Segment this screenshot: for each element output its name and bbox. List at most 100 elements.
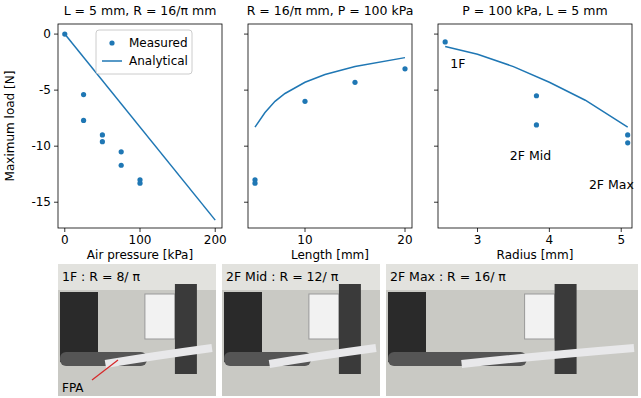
- y-tick: [244, 202, 248, 203]
- legend-swatch: [102, 60, 122, 62]
- photo-background: [386, 264, 638, 396]
- x-tick: [64, 228, 65, 232]
- measured-point: [625, 132, 630, 137]
- x-tick-label: 4: [546, 233, 554, 247]
- measured-point: [302, 99, 307, 104]
- y-tick: [244, 90, 248, 91]
- photo-background: [58, 264, 216, 396]
- clamp: [224, 292, 262, 362]
- fpa: [462, 348, 634, 364]
- fpa: [105, 348, 212, 364]
- y-tick: [54, 90, 58, 91]
- x-tick-label: 0: [61, 233, 69, 247]
- y-tick-label: -15: [31, 195, 51, 209]
- panel-title: P = 100 kPa, L = 5 mm: [462, 3, 607, 18]
- label-patch: [58, 380, 92, 395]
- measured-point: [252, 181, 257, 186]
- panel-title: R = 16/π mm, P = 100 kPa: [247, 3, 414, 18]
- clamp: [60, 292, 98, 362]
- measured-point: [352, 80, 357, 85]
- y-tick: [54, 202, 58, 203]
- clamp: [175, 284, 197, 374]
- plot-area: [252, 58, 407, 186]
- x-tick-label: 10: [297, 233, 312, 247]
- measured-point: [443, 39, 448, 44]
- analytical-line: [445, 46, 628, 127]
- x-axis-title: Length [mm]: [291, 248, 369, 262]
- photo-label: 2F Max : R = 16/ π: [390, 269, 506, 284]
- photo-background: [222, 264, 380, 396]
- axes-frame: [248, 24, 412, 228]
- x-tick-label: 200: [204, 233, 227, 247]
- measured-point: [100, 132, 105, 137]
- sample: [145, 294, 175, 339]
- leader-line: [92, 360, 118, 380]
- y-tick: [434, 34, 438, 35]
- analytical-line: [255, 58, 405, 127]
- measured-point: [534, 93, 539, 98]
- measured-point: [119, 149, 124, 154]
- photo-label: 2F Mid : R = 12/ π: [226, 269, 339, 284]
- analytical-line: [65, 34, 215, 220]
- clamp: [555, 284, 577, 374]
- legend-swatch: [109, 40, 114, 45]
- x-tick: [305, 228, 306, 232]
- annotation: 2F Max: [589, 177, 634, 192]
- x-tick: [621, 228, 622, 232]
- axes-frame: [438, 24, 632, 228]
- legend-label: Analytical: [129, 54, 188, 68]
- x-tick-label: 20: [397, 233, 412, 247]
- measured-point: [81, 118, 86, 123]
- x-axis-title: Air pressure [kPa]: [87, 248, 193, 262]
- y-tick-label: 0: [43, 27, 51, 41]
- panel: L = 5 mm, R = 16/π mm 0 100 200 0 -5 -10 -15 Air…: [3, 3, 227, 262]
- sample: [525, 294, 555, 339]
- annotation: 1F: [450, 56, 465, 71]
- sample: [309, 294, 339, 339]
- y-tick: [54, 146, 58, 147]
- measured-point: [119, 163, 124, 168]
- panel-title: L = 5 mm, R = 16/π mm: [64, 3, 217, 18]
- measured-point: [137, 181, 142, 186]
- legend-label: Measured: [129, 36, 188, 50]
- y-tick: [434, 146, 438, 147]
- photo: 2F Mid : R = 12/ π: [222, 264, 380, 396]
- x-axis-title: Radius [mm]: [497, 248, 574, 262]
- y-tick: [434, 202, 438, 203]
- plot-area: [443, 39, 631, 145]
- measured-point: [100, 139, 105, 144]
- legend: Measured Analytical: [96, 30, 192, 74]
- photo-label: 1F : R = 8/ π: [62, 269, 141, 284]
- measured-point: [534, 122, 539, 127]
- x-tick: [215, 228, 216, 232]
- x-tick-label: 100: [129, 233, 152, 247]
- annotation: 2F Mid: [510, 148, 551, 163]
- measured-point: [402, 66, 407, 71]
- x-tick: [405, 228, 406, 232]
- x-tick-label: 3: [474, 233, 482, 247]
- panel: R = 16/π mm, P = 100 kPa 10 20 Length [mm]: [244, 3, 413, 262]
- photo: 2F Max : R = 16/ π: [386, 264, 638, 396]
- annotation: FPA: [62, 381, 84, 395]
- x-tick: [477, 228, 478, 232]
- photo-background: [386, 264, 638, 290]
- clamp: [339, 284, 361, 374]
- photo: 1F : R = 8/ π: [58, 264, 216, 396]
- y-tick: [244, 146, 248, 147]
- figure: L = 5 mm, R = 16/π mm 0 100 200 0 -5 -10 -15 Air…: [0, 0, 641, 398]
- measured-point: [625, 140, 630, 145]
- y-tick-label: -10: [31, 139, 51, 153]
- panel: P = 100 kPa, L = 5 mm 3 4 5 Radius [mm] 1F 2F …: [434, 3, 634, 262]
- y-tick: [244, 34, 248, 35]
- measured-point: [81, 92, 86, 97]
- y-tick: [434, 90, 438, 91]
- fpa-annotation: FPA: [58, 360, 118, 395]
- clamp: [388, 292, 426, 362]
- y-axis-title: Maximum load [N]: [3, 71, 17, 182]
- x-tick: [140, 228, 141, 232]
- x-tick: [549, 228, 550, 232]
- axes-frame: [58, 24, 222, 228]
- y-tick-label: -5: [39, 83, 51, 97]
- x-tick-label: 5: [617, 233, 625, 247]
- fpa: [269, 348, 376, 364]
